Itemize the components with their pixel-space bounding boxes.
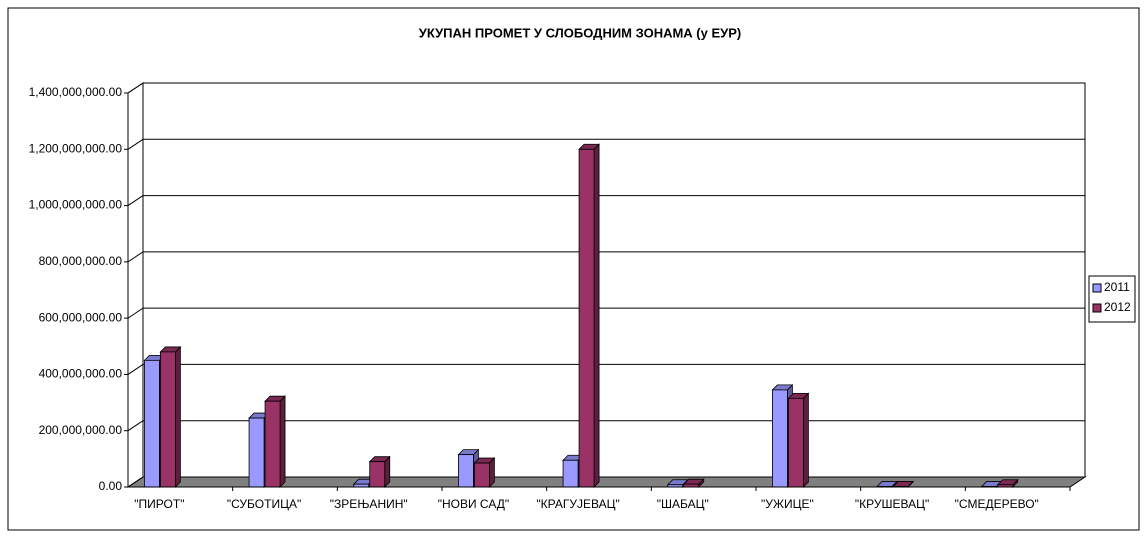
x-tick-label: "СМЕДЕРЕВО"	[955, 497, 1039, 511]
bar	[562, 459, 579, 488]
y-tick-label: 200,000,000.00	[39, 423, 123, 437]
grid-line-side	[127, 195, 144, 206]
grid-line-side	[127, 138, 144, 150]
bar-side	[279, 395, 286, 488]
y-tick-label: 0.00	[99, 479, 123, 493]
side-wall	[127, 82, 144, 488]
x-tick-label: "ШАБАЦ"	[657, 497, 709, 511]
x-tick-label: "НОВИ САД"	[438, 497, 509, 511]
bar	[369, 461, 386, 488]
bar	[143, 359, 160, 488]
x-tick-label: "УЖИЦЕ"	[761, 497, 814, 511]
grid-line-side	[127, 420, 144, 432]
bar-side	[174, 345, 181, 488]
grid-line-side	[127, 251, 144, 263]
legend-swatch	[1092, 303, 1102, 313]
x-tick-label: "КРУШЕВАЦ"	[855, 497, 929, 511]
bar	[264, 400, 281, 488]
legend-label: 2012	[1104, 300, 1131, 314]
chart-title: УКУПАН ПРОМЕТ У СЛОБОДНИМ ЗОНАМА (у ЕУР)	[419, 25, 742, 40]
grid-line-side	[127, 476, 144, 488]
legend-label: 2011	[1104, 280, 1130, 294]
x-tick-label: "КРАГУЈЕВАЦ"	[536, 497, 619, 511]
y-tick-label: 1,400,000,000.00	[29, 85, 123, 99]
x-tick-label: "СУБОТИЦА"	[227, 497, 301, 511]
y-tick-label: 400,000,000.00	[39, 367, 123, 381]
bar	[473, 462, 490, 488]
bar	[248, 417, 265, 488]
grid-line-side	[127, 307, 144, 319]
bar	[788, 397, 804, 488]
y-tick-label: 800,000,000.00	[39, 254, 123, 268]
bar	[578, 148, 595, 488]
grid-line-side	[127, 364, 144, 375]
y-tick-label: 1,000,000,000.00	[29, 198, 123, 212]
grid-line-side	[127, 82, 144, 94]
legend-swatch	[1092, 283, 1102, 293]
y-tick-label: 1,200,000,000.00	[29, 141, 123, 155]
bar	[772, 389, 788, 488]
bar-side	[803, 392, 809, 488]
x-tick-label: "ЗРЕЊАНИН"	[330, 497, 408, 511]
bar	[457, 454, 474, 488]
x-tick-label: "ПИРОТ"	[134, 497, 184, 511]
bar-side	[593, 143, 600, 488]
bar	[159, 351, 176, 488]
y-tick-label: 600,000,000.00	[39, 310, 123, 324]
